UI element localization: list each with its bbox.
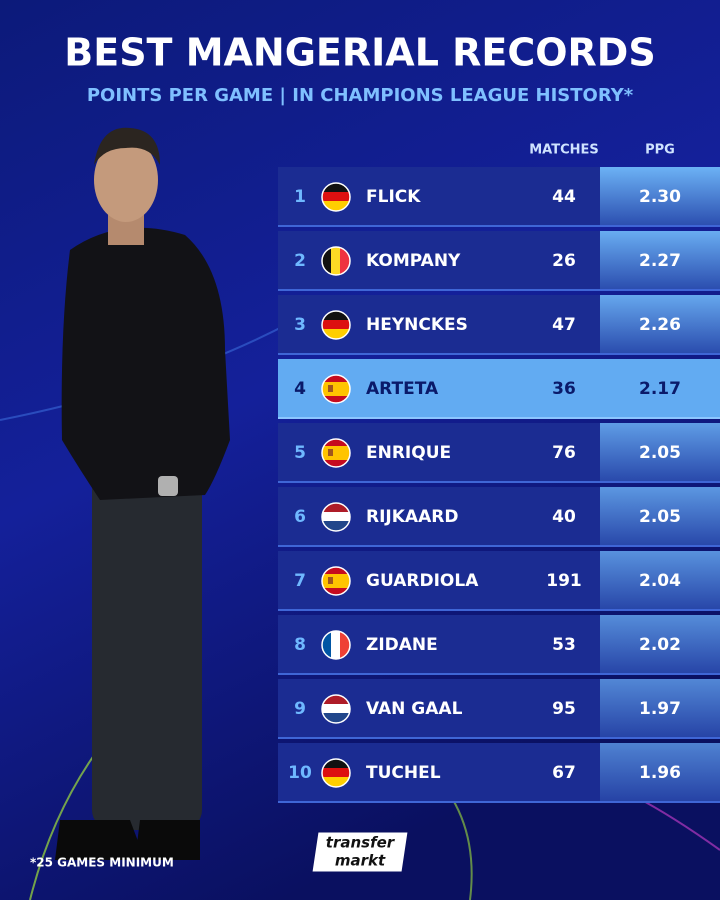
- manager-name: KOMPANY: [366, 251, 461, 271]
- column-header: MATCHES: [529, 143, 599, 158]
- logo-text: transfer: [326, 834, 396, 852]
- row-border: [278, 417, 720, 419]
- logo: transfer markt: [311, 831, 409, 873]
- table-row: 2 KOMPANY 26 2.27: [278, 231, 720, 291]
- ppg-cell: [600, 551, 720, 611]
- rank: 1: [294, 187, 306, 207]
- matches: 191: [546, 571, 582, 591]
- manager-name: HEYNCKES: [366, 315, 468, 335]
- manager-name: VAN GAAL: [366, 699, 463, 719]
- rank: 2: [294, 251, 306, 271]
- table: 1 FLICK 44 2.302 KOMPANY 26 2.273 HEYNCKES 47 2.2…: [278, 167, 720, 803]
- manager-name: ARTETA: [366, 379, 439, 399]
- row-border: [278, 545, 720, 547]
- row-border: [278, 481, 720, 483]
- flag-ring: [321, 310, 351, 340]
- ppg: 2.30: [639, 187, 681, 207]
- row-border: [278, 225, 720, 227]
- rank: 8: [294, 635, 306, 655]
- row-background: [278, 359, 720, 419]
- flag-ring: [321, 246, 351, 276]
- table-row: 9 VAN GAAL 95 1.97: [278, 679, 720, 739]
- manager-name: TUCHEL: [366, 763, 441, 783]
- row-border: [278, 673, 720, 675]
- rank: 4: [294, 379, 306, 399]
- ppg: 1.97: [639, 699, 681, 719]
- row-border: [278, 289, 720, 291]
- ppg: 2.02: [639, 635, 681, 655]
- table-row: 3 HEYNCKES 47 2.26: [278, 295, 720, 355]
- ppg: 2.26: [639, 315, 681, 335]
- matches: 44: [552, 187, 576, 207]
- logo-text: markt: [335, 852, 386, 870]
- ppg-cell: [600, 231, 720, 291]
- rank: 7: [294, 571, 306, 591]
- matches: 76: [552, 443, 576, 463]
- matches: 53: [552, 635, 576, 655]
- ppg: 1.96: [639, 763, 681, 783]
- ppg-cell: [600, 167, 720, 227]
- flag-ring: [321, 694, 351, 724]
- flag-ring: [321, 182, 351, 212]
- ppg-cell: [600, 423, 720, 483]
- table-row: 4 ARTETA 36 2.17: [278, 359, 720, 419]
- subtitle: POINTS PER GAME | IN CHAMPIONS LEAGUE HI…: [87, 85, 634, 106]
- ppg: 2.05: [639, 507, 681, 527]
- manager-name: ZIDANE: [366, 635, 438, 655]
- rank: 5: [294, 443, 306, 463]
- manager-name: ENRIQUE: [366, 443, 451, 463]
- manager-name: FLICK: [366, 187, 421, 207]
- row-border: [278, 737, 720, 739]
- ppg: 2.05: [639, 443, 681, 463]
- matches: 36: [552, 379, 576, 399]
- title: BEST MANGERIAL RECORDS: [64, 31, 655, 75]
- table-row: 7 GUARDIOLA 191 2.04: [278, 551, 720, 611]
- rank: 3: [294, 315, 306, 335]
- ppg: 2.17: [639, 379, 681, 399]
- person: [55, 127, 230, 860]
- flag-ring: [321, 630, 351, 660]
- flag-ring: [321, 438, 351, 468]
- matches: 26: [552, 251, 576, 271]
- table-row: 1 FLICK 44 2.30: [278, 167, 720, 227]
- row-border: [278, 801, 720, 803]
- ppg-cell: [600, 679, 720, 739]
- row-border: [278, 609, 720, 611]
- matches: 95: [552, 699, 576, 719]
- matches: 40: [552, 507, 576, 527]
- flag-ring: [321, 502, 351, 532]
- manager-name: GUARDIOLA: [366, 571, 479, 591]
- row-border: [278, 353, 720, 355]
- flag-ring: [321, 758, 351, 788]
- column-header: PPG: [645, 143, 675, 158]
- ppg: 2.27: [639, 251, 681, 271]
- ppg-cell: [600, 487, 720, 547]
- matches: 47: [552, 315, 576, 335]
- rank: 10: [288, 763, 312, 783]
- table-row: 8 ZIDANE 53 2.02: [278, 615, 720, 675]
- ppg: 2.04: [639, 571, 681, 591]
- flag-ring: [321, 566, 351, 596]
- table-row: 10 TUCHEL 67 1.96: [278, 743, 720, 803]
- footnote: *25 GAMES MINIMUM: [30, 856, 174, 870]
- manager-name: RIJKAARD: [366, 507, 458, 527]
- ppg-cell: [600, 615, 720, 675]
- matches: 67: [552, 763, 576, 783]
- table-row: 5 ENRIQUE 76 2.05: [278, 423, 720, 483]
- ppg-cell: [600, 295, 720, 355]
- ppg-cell: [600, 743, 720, 803]
- table-row: 6 RIJKAARD 40 2.05: [278, 487, 720, 547]
- flag-ring: [321, 374, 351, 404]
- rank: 6: [294, 507, 306, 527]
- rank: 9: [294, 699, 306, 719]
